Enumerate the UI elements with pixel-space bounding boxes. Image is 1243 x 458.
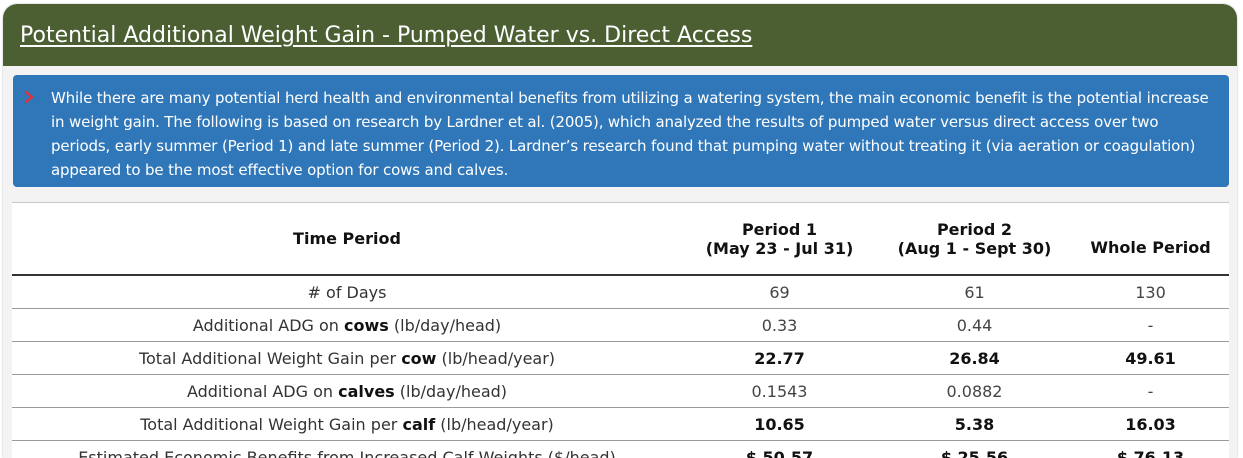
info-text: While there are many potential herd heal… <box>51 89 1209 179</box>
cell-whole-period: 130 <box>1072 275 1229 309</box>
cell-period-1: 0.33 <box>682 308 877 342</box>
row-label-bold: cow <box>401 348 437 368</box>
panel: Potential Additional Weight Gain - Pumpe… <box>3 4 1237 458</box>
cell-period-2: 5.38 <box>877 407 1072 441</box>
cell-period-2: 0.0882 <box>877 374 1072 408</box>
chevron-right-icon <box>24 90 34 104</box>
header-period-1: Period 1 (May 23 - Jul 31) <box>682 202 877 276</box>
row-label-bold: cows <box>344 315 389 335</box>
table-header-row: Time Period Period 1 (May 23 - Jul 31) P… <box>12 202 1229 276</box>
row-label-pre: Estimated Economic Benefits from Increas… <box>78 447 616 458</box>
table-row: Estimated Economic Benefits from Increas… <box>12 441 1229 458</box>
row-label: Additional ADG on calves (lb/day/head) <box>12 374 682 408</box>
weight-gain-table: Time Period Period 1 (May 23 - Jul 31) P… <box>12 202 1229 458</box>
row-label: Estimated Economic Benefits from Increas… <box>12 441 682 458</box>
cell-period-2: 26.84 <box>877 341 1072 375</box>
cell-whole-period: 16.03 <box>1072 407 1229 441</box>
table-row: Additional ADG on cows (lb/day/head) 0.33… <box>12 308 1229 342</box>
header-whole-period: Whole Period <box>1072 202 1229 276</box>
row-label-post: (lb/head/year) <box>436 348 556 368</box>
cell-period-1: $ 50.57 <box>745 447 814 458</box>
cell-whole-period: - <box>1072 308 1229 342</box>
row-label-bold: calf <box>402 414 436 434</box>
cell-whole-period: 49.61 <box>1072 341 1229 375</box>
header-time-period: Time Period <box>12 202 682 276</box>
weight-gain-table-container: Time Period Period 1 (May 23 - Jul 31) P… <box>12 202 1229 458</box>
row-label: Total Additional Weight Gain per calf (l… <box>12 407 682 441</box>
header-period-2: Period 2 (Aug 1 - Sept 30) <box>877 202 1072 276</box>
cell-period-1: 0.1543 <box>682 374 877 408</box>
row-label: Total Additional Weight Gain per cow (lb… <box>12 341 682 375</box>
panel-title: Potential Additional Weight Gain - Pumpe… <box>20 23 753 48</box>
table-row: # of Days 69 61 130 <box>12 275 1229 309</box>
cell-period-1: 69 <box>682 275 877 309</box>
table-row: Total Additional Weight Gain per cow (lb… <box>12 341 1229 375</box>
row-label: # of Days <box>12 275 682 309</box>
row-label-pre: Total Additional Weight Gain per <box>140 414 403 434</box>
cell-period-1: 10.65 <box>682 407 877 441</box>
cell-whole-period: $ 76.13 <box>1116 447 1185 458</box>
row-label-pre: # of Days <box>307 282 387 302</box>
info-callout: While there are many potential herd heal… <box>13 75 1229 187</box>
row-label: Additional ADG on cows (lb/day/head) <box>12 308 682 342</box>
header-period-2-dates: (Aug 1 - Sept 30) <box>897 238 1052 258</box>
cell-period-2: $ 25.56 <box>940 447 1009 458</box>
header-period-1-name: Period 1 <box>741 219 818 239</box>
row-label-bold: calves <box>338 381 395 401</box>
row-label-post: (lb/day/head) <box>394 381 508 401</box>
row-label-pre: Total Additional Weight Gain per <box>138 348 402 368</box>
cell-period-2: 0.44 <box>877 308 1072 342</box>
cell-period-2: 61 <box>877 275 1072 309</box>
table-row: Total Additional Weight Gain per calf (l… <box>12 407 1229 441</box>
row-label-pre: Additional ADG on <box>186 381 339 401</box>
header-period-1-dates: (May 23 - Jul 31) <box>705 238 854 258</box>
table-row: Additional ADG on calves (lb/day/head) 0.… <box>12 374 1229 408</box>
panel-header: Potential Additional Weight Gain - Pumpe… <box>3 4 1237 66</box>
row-label-post: (lb/day/head) <box>388 315 502 335</box>
cell-period-1: 22.77 <box>682 341 877 375</box>
cell-whole-period: - <box>1072 374 1229 408</box>
row-label-pre: Additional ADG on <box>192 315 345 335</box>
row-label-post: (lb/head/year) <box>435 414 554 434</box>
header-period-2-name: Period 2 <box>936 219 1013 239</box>
